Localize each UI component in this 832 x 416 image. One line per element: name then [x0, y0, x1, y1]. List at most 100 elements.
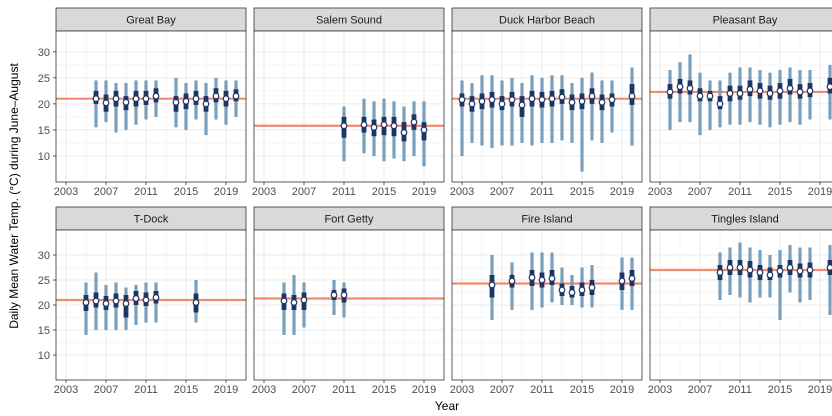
- data-point-group: [746, 67, 754, 123]
- data-point-group: [726, 72, 734, 125]
- x-tick-label: 2019: [808, 186, 832, 198]
- y-tick-label: 15: [38, 125, 50, 137]
- data-point-group: [468, 83, 476, 143]
- x-tick-label: 2007: [292, 186, 316, 198]
- mean-point: [706, 92, 714, 100]
- x-tick-label: 2011: [332, 186, 356, 198]
- mean-point: [508, 96, 516, 104]
- data-point-group: [112, 83, 120, 133]
- data-point-group: [666, 70, 674, 130]
- data-point-group: [776, 250, 784, 320]
- data-point-group: [360, 98, 368, 154]
- x-tick-label: 2003: [648, 186, 672, 198]
- data-point-group: [300, 282, 308, 328]
- mean-point: [528, 95, 536, 103]
- mean-point: [152, 92, 160, 100]
- facet-title: Salem Sound: [316, 15, 382, 27]
- data-point-group: [212, 77, 220, 120]
- mean-point: [202, 100, 210, 108]
- data-point-group: [92, 80, 100, 128]
- data-point-group: [706, 80, 714, 130]
- x-tick-label: 2003: [252, 186, 276, 198]
- data-point-group: [458, 80, 466, 156]
- data-point-group: [686, 54, 694, 123]
- data-point-group: [796, 70, 804, 125]
- x-tick-label: 2003: [450, 186, 474, 198]
- y-tick-label: 25: [38, 275, 50, 287]
- x-tick-label: 2003: [252, 384, 276, 396]
- mean-point: [468, 100, 476, 108]
- data-point-group: [380, 98, 388, 162]
- mean-point: [498, 100, 506, 108]
- mean-point: [508, 277, 516, 285]
- mean-point: [736, 90, 744, 97]
- data-point-group: [420, 101, 428, 167]
- mean-point: [172, 98, 180, 106]
- mean-point: [102, 99, 110, 107]
- data-point-group: [152, 282, 160, 323]
- x-tick-label: 2003: [648, 384, 672, 396]
- mean-point: [766, 271, 774, 279]
- x-tick-label: 2015: [570, 186, 594, 198]
- mean-point: [290, 299, 298, 306]
- y-tick-label: 30: [38, 47, 50, 59]
- panel-border: [55, 30, 247, 183]
- data-point-group: [508, 262, 516, 310]
- y-tick-label: 15: [38, 325, 50, 337]
- data-point-group: [806, 70, 814, 120]
- mean-point: [548, 275, 556, 282]
- data-point-group: [192, 280, 200, 323]
- panel-background: [254, 31, 444, 182]
- y-axis-title: Daily Mean Water Temp. (°C) during June–…: [7, 63, 21, 329]
- data-point-group: [340, 282, 348, 318]
- y-tick-label: 10: [38, 350, 50, 362]
- mean-point: [568, 289, 576, 296]
- panel-border: [451, 229, 643, 381]
- y-tick-label: 25: [38, 73, 50, 85]
- y-tick-label: 20: [38, 300, 50, 312]
- data-point-group: [568, 83, 576, 143]
- data-point-group: [766, 255, 774, 298]
- mean-point: [300, 296, 308, 304]
- data-point-group: [676, 62, 684, 123]
- data-point-group: [410, 101, 418, 156]
- x-tick-label: 2015: [174, 186, 198, 198]
- mean-point: [776, 87, 784, 95]
- data-point-group: [330, 280, 338, 315]
- facet-great-bay: Great Bay 2003 2007 2011 2015 2019: [53, 7, 247, 198]
- panel-border: [451, 30, 643, 183]
- data-point-group: [598, 80, 606, 143]
- mean-point: [142, 95, 150, 103]
- data-point-group: [528, 75, 536, 146]
- data-point-group: [488, 75, 496, 149]
- data-point-group: [102, 285, 110, 330]
- x-axis-title: Year: [435, 399, 459, 413]
- data-point-group: [826, 245, 832, 315]
- mean-point: [598, 98, 606, 106]
- data-point-group: [182, 83, 190, 130]
- x-tick-label: 2011: [530, 384, 554, 396]
- data-point-group: [588, 265, 596, 308]
- panel-border: [253, 229, 445, 381]
- facet-fort-getty: Fort Getty 2003 2007 2011 2015 2019: [252, 206, 445, 396]
- facet-title: Duck Harbor Beach: [499, 15, 595, 27]
- x-tick-label: 2019: [412, 384, 436, 396]
- x-tick-label: 2011: [134, 384, 158, 396]
- data-point-group: [202, 83, 210, 136]
- data-point-group: [558, 75, 566, 141]
- data-point-group: [92, 272, 100, 330]
- data-point-group: [370, 101, 378, 156]
- mean-point: [826, 83, 832, 91]
- data-point-group: [528, 252, 536, 310]
- mean-point: [736, 264, 744, 271]
- mean-point: [182, 97, 190, 105]
- data-point-group: [726, 247, 734, 295]
- mean-point: [796, 88, 804, 96]
- data-point-group: [696, 72, 704, 136]
- facet-salem-sound: Salem Sound 2003 2007 2011 2015 2019: [252, 7, 445, 198]
- mean-point: [232, 92, 240, 100]
- mean-point: [112, 297, 120, 305]
- y-tick-label: 30: [38, 250, 50, 262]
